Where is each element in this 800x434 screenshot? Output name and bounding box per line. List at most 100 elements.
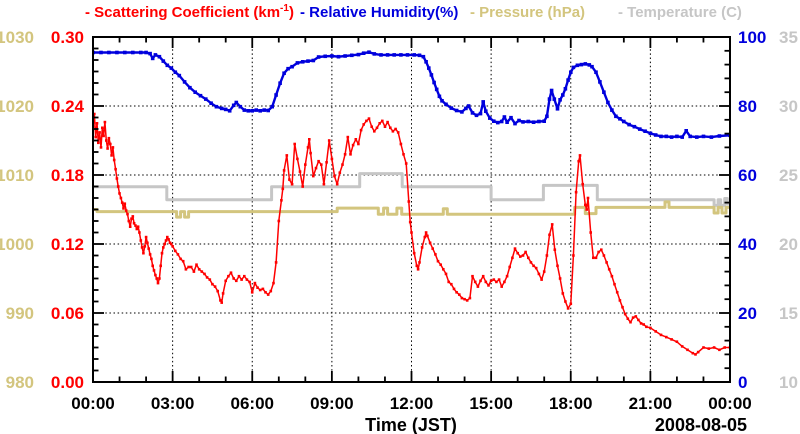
legend-relative-humidity: - Relative Humidity(%) <box>300 4 459 21</box>
scattering-marker <box>341 163 344 166</box>
scattering-marker <box>399 142 403 146</box>
humidity-marker <box>144 50 148 55</box>
scattering-marker <box>106 147 109 150</box>
scattering-marker <box>224 279 227 283</box>
scattering-marker <box>147 247 150 250</box>
scattering-marker <box>621 305 624 309</box>
humidity-marker <box>188 85 192 90</box>
scattering-tick-label: 0.00 <box>51 373 84 392</box>
scattering-marker <box>404 162 408 165</box>
x-axis-title: Time (JST) <box>365 415 457 434</box>
scattering-marker <box>463 297 466 301</box>
x-tick-label: 15:00 <box>469 394 512 413</box>
scattering-marker <box>416 268 420 271</box>
temperature-tick-label: 20 <box>779 235 798 254</box>
scattering-marker <box>258 288 262 292</box>
scattering-marker <box>605 261 608 264</box>
humidity-marker <box>429 73 434 77</box>
humidity-marker <box>492 119 496 123</box>
scattering-marker <box>694 353 697 356</box>
scattering-marker <box>391 130 395 133</box>
humidity-marker <box>274 93 278 97</box>
scattering-marker <box>645 325 648 329</box>
humidity-marker <box>440 99 444 103</box>
humidity-marker <box>214 104 219 109</box>
humidity-marker <box>618 117 622 121</box>
humidity-marker <box>627 122 631 127</box>
humidity-marker <box>583 62 588 66</box>
scattering-marker <box>524 250 527 254</box>
scattering-marker <box>176 253 180 256</box>
scattering-marker <box>115 177 119 180</box>
humidity-marker <box>412 53 416 57</box>
scattering-marker <box>460 296 464 300</box>
humidity-marker <box>421 54 426 59</box>
humidity-marker <box>659 134 663 139</box>
humidity-marker <box>454 108 459 113</box>
scattering-marker <box>280 199 283 202</box>
humidity-marker <box>286 66 290 71</box>
humidity-marker <box>343 54 347 58</box>
scattering-marker <box>540 278 543 281</box>
scattering-marker <box>293 142 296 146</box>
humidity-marker <box>427 66 431 70</box>
scattering-marker <box>574 190 578 194</box>
scattering-marker <box>426 234 429 238</box>
scattering-marker <box>495 280 498 284</box>
scattering-marker <box>436 259 440 263</box>
scattering-marker <box>357 142 360 146</box>
legend-scattering-coefficient: - Scattering Coefficient (km-1) <box>85 3 294 21</box>
scattering-marker <box>163 242 166 246</box>
scattering-marker <box>200 270 204 273</box>
scattering-marker <box>114 167 117 171</box>
scattering-marker <box>166 235 169 239</box>
humidity-marker <box>478 111 483 116</box>
scattering-marker <box>508 265 511 269</box>
scattering-marker <box>594 256 598 260</box>
scattering-marker <box>723 346 726 349</box>
scattering-marker <box>712 346 716 349</box>
pressure-tick-label: 1020 <box>0 97 34 116</box>
scattering-marker <box>548 233 551 237</box>
pressure-tick-label: 1030 <box>0 28 34 47</box>
humidity-marker <box>153 53 158 57</box>
scattering-marker <box>221 292 225 295</box>
humidity-marker <box>242 108 247 112</box>
x-tick-label: 12:00 <box>390 394 433 413</box>
scattering-marker <box>162 246 165 249</box>
scattering-marker <box>179 257 182 261</box>
scattering-marker <box>131 215 135 218</box>
scattering-marker <box>578 154 582 157</box>
humidity-marker <box>549 88 554 93</box>
scattering-marker <box>277 219 281 223</box>
degree-c-symbol: ° C <box>726 0 737 21</box>
humidity-marker <box>282 71 286 75</box>
x-tick-label: 09:00 <box>310 394 353 413</box>
scattering-marker <box>298 170 302 173</box>
scattering-marker <box>349 153 352 156</box>
humidity-marker <box>417 53 422 58</box>
scattering-marker <box>670 338 673 341</box>
humidity-marker <box>547 97 552 101</box>
scattering-marker <box>281 187 285 191</box>
scattering-tick-label: 0.12 <box>51 235 84 254</box>
scattering-marker <box>386 120 389 124</box>
humidity-marker <box>330 54 334 58</box>
humidity-marker <box>209 101 213 105</box>
scattering-marker <box>112 158 116 162</box>
scattering-marker <box>155 277 158 280</box>
pressure-tick-label: 990 <box>6 304 34 323</box>
temperature-tick-label: 25 <box>779 166 798 185</box>
scattering-marker <box>351 143 355 147</box>
humidity-marker <box>336 54 341 59</box>
scattering-marker <box>143 245 147 248</box>
humidity-marker <box>563 87 568 91</box>
scattering-marker <box>144 235 148 239</box>
scattering-marker <box>675 340 679 343</box>
scattering-marker <box>306 146 310 149</box>
scattering-marker <box>99 146 103 149</box>
humidity-marker <box>460 110 464 114</box>
scattering-marker <box>686 348 689 352</box>
